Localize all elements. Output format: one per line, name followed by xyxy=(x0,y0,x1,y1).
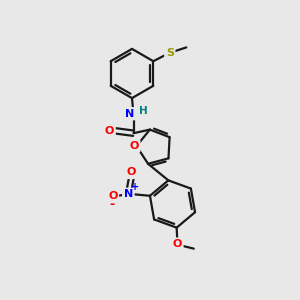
Text: O: O xyxy=(172,239,182,249)
Text: O: O xyxy=(129,141,139,151)
Text: S: S xyxy=(166,48,174,58)
Text: N: N xyxy=(124,189,133,199)
Text: O: O xyxy=(108,191,117,201)
Text: O: O xyxy=(127,167,136,177)
Text: O: O xyxy=(105,126,114,136)
Text: H: H xyxy=(139,106,148,116)
Text: N: N xyxy=(125,109,134,119)
Text: -: - xyxy=(110,198,115,211)
Text: +: + xyxy=(131,182,139,192)
